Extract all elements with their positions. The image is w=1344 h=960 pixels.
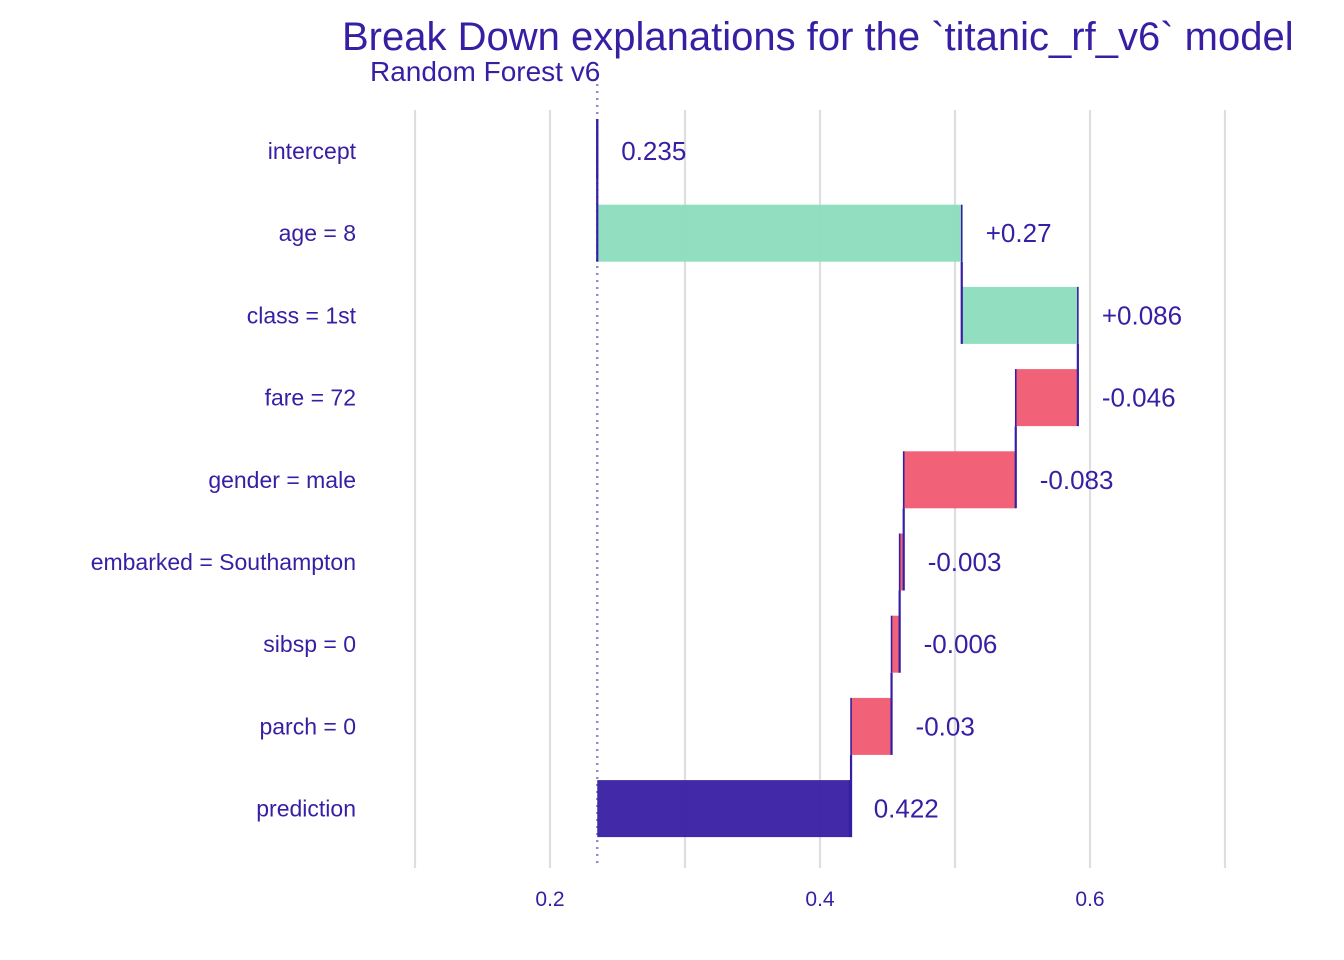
value-label: 0.422 [874, 794, 939, 824]
x-tick-label: 0.2 [535, 888, 564, 911]
contribution-bar [899, 533, 904, 591]
contribution-bar [903, 451, 1016, 509]
value-label: -0.006 [924, 629, 998, 659]
chart-subtitle: Random Forest v6 [370, 56, 600, 87]
value-label: +0.27 [986, 218, 1052, 248]
contribution-bar [1015, 369, 1078, 427]
row-label: embarked = Southampton [91, 549, 356, 575]
contribution-bar [891, 615, 900, 673]
x-tick-label: 0.4 [805, 888, 835, 911]
contribution-bar [597, 204, 962, 262]
row-label: prediction [256, 796, 356, 822]
value-label: -0.03 [916, 711, 975, 741]
bar-layer [596, 119, 1079, 838]
chart-title: Break Down explanations for the `titanic… [342, 15, 1294, 59]
value-label: -0.046 [1102, 383, 1176, 413]
value-label: 0.235 [621, 136, 686, 166]
x-tick-label: 0.6 [1075, 888, 1104, 911]
row-label: age = 8 [279, 220, 356, 246]
row-label: sibsp = 0 [263, 631, 356, 657]
contribution-bar [961, 286, 1078, 344]
value-label: +0.086 [1102, 300, 1182, 330]
value-label: -0.003 [928, 547, 1002, 577]
contribution-bar [851, 697, 892, 755]
label-layer: 0.2 0.4 0.6 intercept 0.235 age = 8 +0.27 class… [91, 136, 1182, 911]
row-label: class = 1st [247, 302, 357, 328]
row-label: parch = 0 [259, 713, 356, 739]
prediction-bar [597, 780, 850, 838]
row-label: gender = male [208, 467, 356, 493]
row-label: intercept [268, 138, 357, 164]
value-label: -0.083 [1040, 465, 1114, 495]
row-label: fare = 72 [265, 385, 356, 411]
